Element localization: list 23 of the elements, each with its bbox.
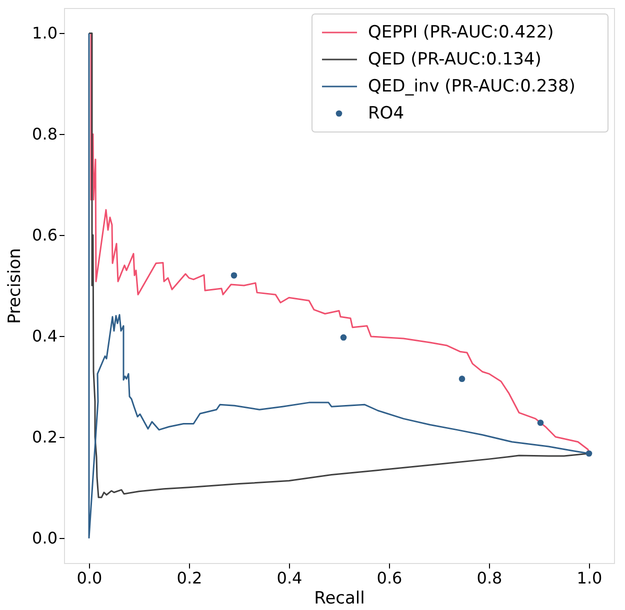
y-tick-label: 0.2	[32, 427, 58, 446]
x-tick-label: 1.0	[576, 568, 602, 588]
y-tick-label: 0.6	[32, 226, 58, 245]
legend-label: QED (PR-AUC:0.134)	[368, 50, 542, 70]
x-tick-label: 0.0	[76, 568, 102, 588]
y-tick-label: 1.0	[32, 24, 58, 43]
legend-label: QEPPI (PR-AUC:0.422)	[368, 22, 554, 42]
point	[230, 272, 238, 279]
x-tick-label: 0.6	[376, 568, 402, 588]
point	[458, 376, 466, 382]
point	[537, 420, 544, 426]
x-tick-label: 0.2	[176, 568, 202, 588]
legend-label: QED_inv (PR-AUC:0.238)	[368, 76, 576, 96]
point	[340, 334, 347, 341]
y-tick-label: 0.0	[32, 528, 58, 548]
x-tick-label: 0.4	[276, 568, 302, 588]
y-axis-title: Precision	[5, 248, 26, 324]
x-axis-title: Recall	[314, 588, 365, 608]
y-tick-label: 0.8	[32, 124, 58, 144]
point	[586, 450, 592, 457]
legend-label: RO4	[368, 104, 404, 124]
y-tick-label: 0.4	[32, 326, 58, 346]
x-tick-label: 0.8	[476, 568, 502, 588]
